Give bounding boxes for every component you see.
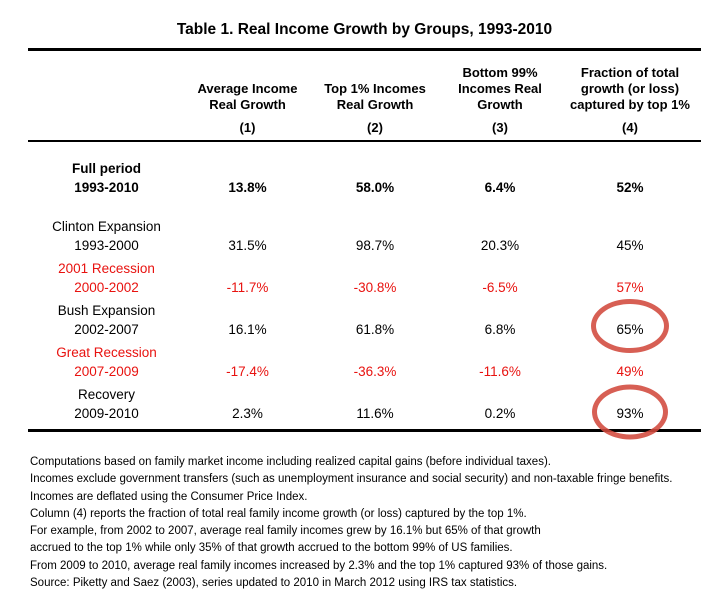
value-cell: 52% [616, 180, 644, 195]
value-cell: 61.8% [355, 322, 395, 337]
row-name: Clinton Expansion [52, 219, 161, 234]
column-header-line: Incomes Real [458, 81, 542, 96]
value-cell: -6.5% [482, 280, 518, 295]
row-data-line: 1993-2000 31.5% 98.7% 20.3% 45% [28, 236, 701, 255]
row-data-line: 1993-2010 13.8% 58.0% 6.4% 52% [28, 178, 701, 197]
column-header-line: Bottom 99% [462, 65, 538, 80]
circled-value: 65% [591, 298, 669, 353]
column-number-2: (2) [367, 120, 383, 135]
value-cell: 31.5% [228, 238, 267, 253]
value-cell: 20.3% [480, 238, 520, 253]
value-cell: 2.3% [232, 406, 263, 421]
value-cell: 93% [560, 384, 700, 439]
column-header-line: Real Growth [209, 97, 286, 112]
value-cell: 6.8% [484, 322, 516, 337]
column-number-4: (4) [622, 120, 638, 135]
row-period: 2002-2007 [74, 322, 139, 337]
column-header-top1: Top 1% Incomes Real Growth [310, 81, 440, 113]
column-number-1: (1) [239, 120, 256, 135]
value-cell: 11.6% [356, 406, 394, 421]
value-cell: 57% [616, 280, 644, 295]
footnote-line: accrued to the top 1% while only 35% of … [30, 542, 513, 555]
row-data-line: 2007-2009 -17.4% -36.3% -11.6% 49% [28, 362, 701, 381]
page: Table 1. Real Income Growth by Groups, 1… [28, 0, 701, 592]
row-name: 2001 Recession [58, 261, 155, 276]
row-name: Great Recession [56, 345, 157, 360]
table-row-full-period: Full period 1993-2010 13.8% 58.0% 6.4% 5… [28, 159, 701, 197]
value-cell: 58.0% [355, 180, 395, 195]
table-row-2001-recession: 2001 Recession 2000-2002 -11.7% -30.8% -… [28, 259, 701, 297]
column-header-bottom99: Bottom 99% Incomes Real Growth [440, 65, 560, 113]
value-cell: -17.4% [226, 364, 269, 379]
column-number-row: (1) (2) (3) (4) [28, 113, 701, 142]
value-cell: -36.3% [353, 364, 397, 379]
footnotes: Computations based on family market inco… [30, 454, 701, 592]
row-period: 2007-2009 [74, 364, 139, 379]
row-name-line: Great Recession [28, 343, 701, 362]
value-text: 93% [616, 406, 644, 421]
column-header-line: captured by top 1% [570, 97, 690, 112]
table-row-bush-expansion: Bush Expansion 2002-2007 16.1% 61.8% 6.8… [28, 298, 701, 353]
value-cell: 6.4% [484, 180, 516, 195]
income-growth-table: Average Income Real Growth Top 1% Income… [28, 48, 701, 439]
column-header-line: growth (or loss) [580, 81, 680, 96]
row-data-line: 2002-2007 16.1% 61.8% 6.8% 65% [28, 298, 701, 353]
value-cell: -11.7% [226, 280, 269, 295]
value-cell: 16.1% [228, 322, 267, 337]
row-name: Full period [72, 161, 141, 176]
column-header-line: Real Growth [336, 97, 414, 112]
value-cell: 13.8% [228, 180, 267, 195]
footnote-line: For example, from 2002 to 2007, average … [30, 525, 541, 538]
column-header-line: Growth [477, 97, 523, 112]
table-row-clinton-expansion: Clinton Expansion 1993-2000 31.5% 98.7% … [28, 217, 701, 255]
table-row-recovery: Recovery 2009-2010 2.3% 11.6% 0.2% 93% [28, 384, 701, 439]
value-text: 65% [616, 322, 644, 337]
value-cell: -30.8% [353, 280, 397, 295]
footnote-line: Column (4) reports the fraction of total… [30, 507, 527, 520]
table-body: Full period 1993-2010 13.8% 58.0% 6.4% 5… [28, 142, 701, 439]
row-data-line: 2009-2010 2.3% 11.6% 0.2% 93% [28, 384, 701, 439]
value-cell: 45% [616, 238, 644, 253]
table-header-row: Average Income Real Growth Top 1% Income… [28, 51, 701, 113]
row-name: Recovery [77, 387, 136, 402]
circled-value: 93% [592, 384, 668, 439]
value-cell: 65% [560, 298, 700, 353]
row-period: 1993-2000 [74, 238, 139, 253]
row-data-line: 2000-2002 -11.7% -30.8% -6.5% 57% [28, 278, 701, 297]
footnote-line: Computations based on family market inco… [30, 456, 551, 468]
value-cell: -11.6% [479, 364, 521, 379]
table-title: Table 1. Real Income Growth by Groups, 1… [176, 21, 553, 38]
row-name: Bush Expansion [57, 303, 156, 318]
column-header-line: Average Income [197, 81, 298, 96]
header-spacer [28, 120, 185, 135]
footnote-line: Incomes exclude government transfers (su… [30, 473, 673, 486]
value-cell: 98.7% [355, 238, 395, 253]
footnote-line: From 2009 to 2010, average real family i… [30, 559, 608, 572]
row-name-line: Clinton Expansion [28, 217, 701, 236]
table-row-great-recession: Great Recession 2007-2009 -17.4% -36.3% … [28, 343, 701, 381]
column-header-fraction: Fraction of total growth (or loss) captu… [560, 65, 700, 113]
column-header-avg-income: Average Income Real Growth [185, 81, 310, 113]
row-period: 2009-2010 [74, 406, 139, 421]
row-name-line: Full period [28, 159, 701, 178]
value-cell: 49% [616, 364, 644, 379]
row-name-line: Bush Expansion [28, 301, 701, 320]
column-number-3: (3) [492, 120, 508, 135]
row-period: 1993-2010 [74, 180, 139, 195]
column-header-line: Top 1% Incomes [324, 81, 426, 96]
row-period: 2000-2002 [74, 280, 139, 295]
row-name-line: 2001 Recession [28, 259, 701, 278]
value-cell: 0.2% [484, 406, 516, 421]
row-name-line: Recovery [28, 385, 701, 404]
footnote-line: Incomes are deflated using the Consumer … [30, 490, 308, 503]
column-header-line: Fraction of total [580, 65, 680, 80]
